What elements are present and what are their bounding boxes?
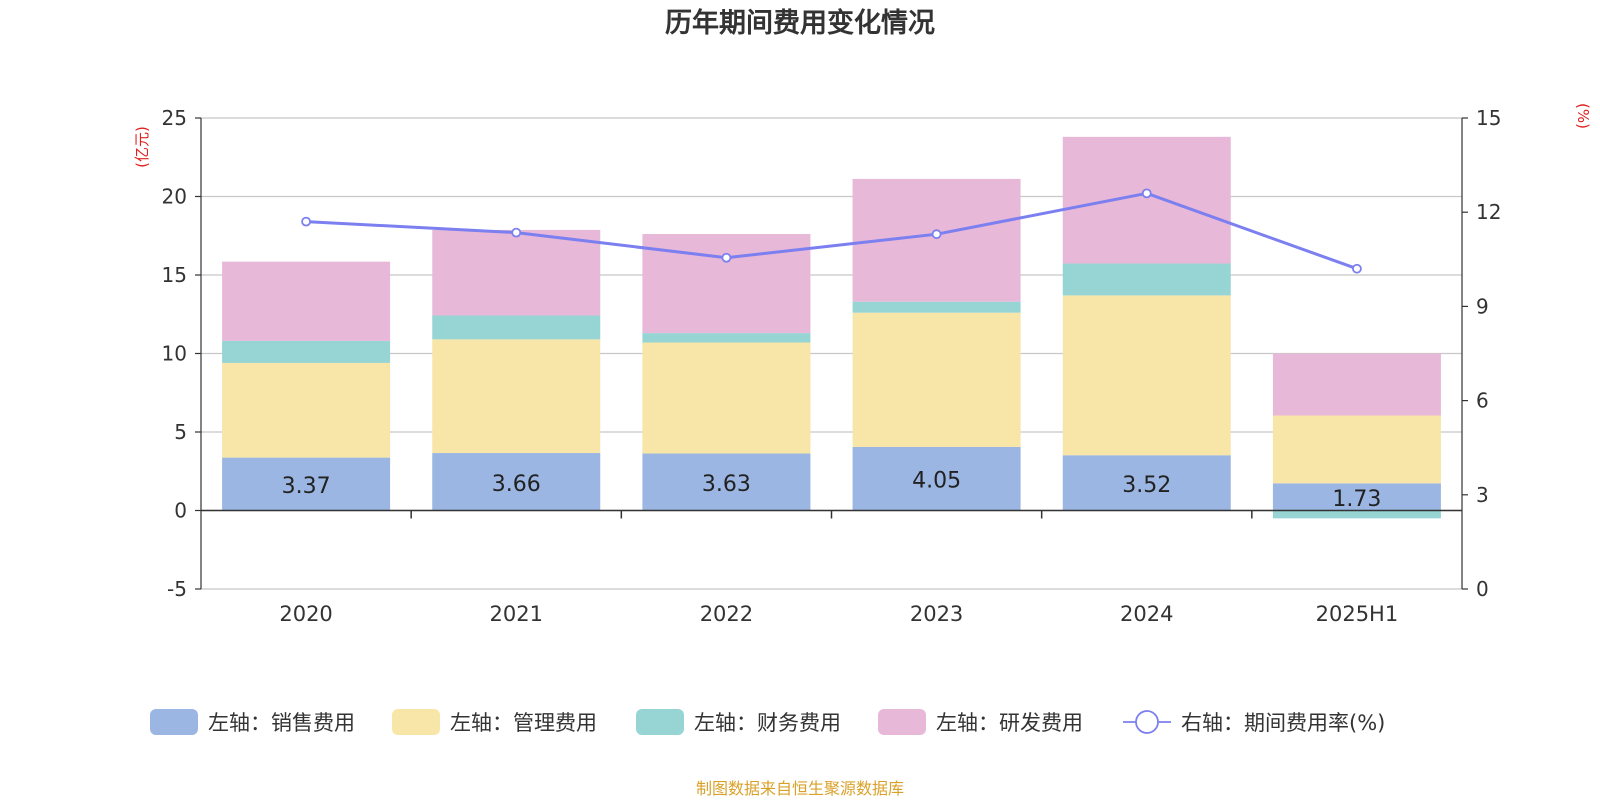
legend-label: 左轴：研发费用 [936,711,1083,735]
left-axis-tick-label: -5 [167,577,187,601]
right-axis-tick-label: 12 [1476,200,1501,224]
bar-segment-2 [432,339,601,454]
rate-point [931,229,942,240]
bar-segment-4 [642,234,811,334]
bar-value-label: 4.05 [912,469,961,494]
left-axis-tick-label: 5 [174,420,187,444]
bar-value-label: 3.37 [282,474,331,499]
legend-swatch [636,709,684,735]
bar-segment-3 [1062,263,1231,296]
source-note: 制图数据来自恒生聚源数据库 [696,779,904,798]
bar-segment-4 [1062,136,1231,264]
right-axis-tick-label: 9 [1476,294,1489,318]
legend-label: 左轴：财务费用 [694,711,841,735]
bar-value-label: 3.52 [1122,473,1171,498]
right-axis-unit-label: (%) [1574,103,1592,129]
category-label: 2023 [910,602,963,626]
right-axis-tick-label: 15 [1476,106,1501,130]
right-axis-tick-label: 3 [1476,483,1489,507]
rate-point [1141,188,1152,199]
right-axis-tick-label: 6 [1476,389,1489,413]
bar-segment-2 [1062,295,1231,456]
bar-segment-3 [852,301,1021,313]
legend: 左轴：销售费用 左轴：管理费用 左轴：财务费用 左轴：研发费用 右轴：期间费用率(%) [150,709,1385,735]
chart-title: 历年期间费用变化情况 [665,7,935,39]
rate-point [301,216,311,227]
bar-value-label: 3.63 [702,472,751,497]
bar-segment-1 [1062,455,1231,511]
bar-value-label: 1.73 [1332,487,1381,512]
bar-segment-1 [222,457,391,511]
category-label: 2022 [700,602,753,626]
category-label: 2021 [490,602,543,626]
legend-label: 左轴：销售费用 [208,711,355,735]
bar-segment-1 [432,453,601,511]
rate-point [721,252,732,263]
legend-label: 右轴：期间费用率(%) [1181,711,1385,735]
bar-segment-3 [642,333,811,343]
bar-segment-4 [1272,353,1441,416]
legend-marker [1135,710,1159,734]
legend-label: 左轴：管理费用 [450,711,597,735]
left-axis-tick-label: 25 [162,106,187,130]
bar-segment-3 [222,340,391,363]
bar-value-label: 3.66 [492,472,541,497]
left-axis-tick-label: 10 [162,342,187,366]
category-label: 2020 [279,602,332,626]
bar-segment-4 [432,229,601,316]
bar-segment-1 [1272,483,1441,511]
rate-point [511,227,522,238]
plot-area: 25 20 15 10 5 0 -5 15 12 9 6 3 0 3.37 3.66 3.63 4.05 3.52… [162,106,1502,626]
right-axis-tick-label: 0 [1476,577,1489,601]
left-axis-unit-label: (亿元) [133,126,151,168]
bar-segment-2 [642,342,811,454]
bar-segment-4 [222,261,391,341]
bar-segment-1 [852,446,1021,511]
rate-line [306,191,1358,271]
bar-segment-1 [642,453,811,511]
legend-swatch [392,709,440,735]
legend-swatch [878,709,926,735]
bar-segment-2 [222,362,391,458]
left-axis-tick-label: 15 [162,263,187,287]
bar-segment-2 [1272,415,1441,484]
bar-segment-3 [1272,510,1441,519]
left-axis-tick-label: 0 [174,499,187,523]
bar-segment-3 [432,315,601,340]
rate-point [1352,263,1362,274]
category-label: 2025H1 [1316,602,1399,626]
left-axis-tick-label: 20 [162,185,187,209]
legend-swatch [150,709,198,735]
category-label: 2024 [1120,602,1173,626]
bar-segment-2 [852,312,1021,447]
